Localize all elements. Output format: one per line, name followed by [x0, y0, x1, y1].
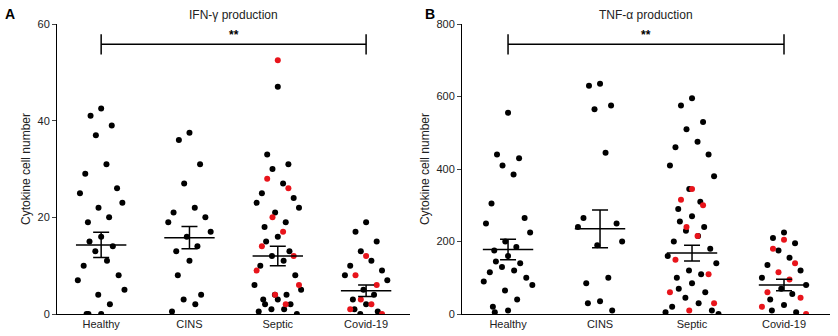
svg-text:400: 400	[436, 163, 454, 175]
svg-text:600: 600	[436, 90, 454, 102]
svg-text:60: 60	[38, 18, 50, 30]
svg-text:TNF-α production: TNF-α production	[599, 8, 693, 22]
svg-text:CINS: CINS	[176, 318, 202, 330]
svg-text:B: B	[425, 6, 435, 22]
svg-text:Healthy: Healthy	[83, 318, 121, 330]
svg-text:**: **	[229, 28, 239, 42]
svg-text:0: 0	[449, 308, 455, 320]
svg-text:20: 20	[38, 211, 50, 223]
svg-text:CINS: CINS	[587, 318, 613, 330]
svg-text:**: **	[641, 28, 651, 42]
svg-text:Cytokine cell number: Cytokine cell number	[418, 113, 432, 225]
svg-text:Cytokine cell number: Cytokine cell number	[19, 113, 33, 225]
svg-text:A: A	[5, 6, 15, 22]
svg-text:Healthy: Healthy	[489, 318, 527, 330]
svg-text:Septic: Septic	[677, 318, 708, 330]
svg-text:0: 0	[44, 308, 50, 320]
svg-text:Septic: Septic	[263, 318, 294, 330]
svg-text:Covid-19: Covid-19	[344, 318, 388, 330]
svg-text:800: 800	[436, 18, 454, 30]
svg-text:40: 40	[38, 115, 50, 127]
svg-text:Covid-19: Covid-19	[762, 318, 806, 330]
svg-text:200: 200	[436, 235, 454, 247]
svg-text:IFN-γ production: IFN-γ production	[189, 8, 278, 22]
